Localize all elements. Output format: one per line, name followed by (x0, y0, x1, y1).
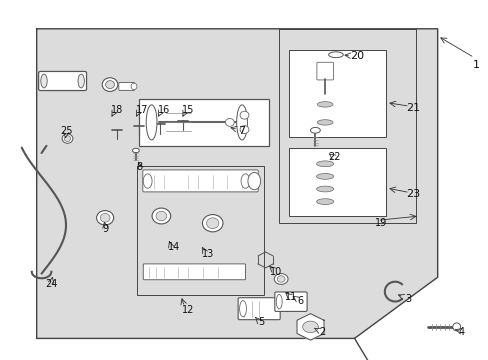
Ellipse shape (102, 78, 118, 91)
Ellipse shape (316, 161, 333, 167)
Text: 22: 22 (328, 152, 341, 162)
Ellipse shape (152, 208, 170, 224)
Text: 10: 10 (269, 267, 282, 277)
Ellipse shape (452, 323, 460, 331)
Text: 3: 3 (405, 294, 410, 304)
Ellipse shape (247, 172, 260, 190)
Bar (139, 99, 268, 146)
Ellipse shape (64, 136, 71, 141)
Ellipse shape (132, 148, 139, 153)
Ellipse shape (240, 111, 248, 119)
Ellipse shape (146, 105, 157, 140)
Text: 9: 9 (102, 224, 108, 234)
Ellipse shape (240, 126, 248, 134)
Ellipse shape (239, 301, 246, 317)
Text: 14: 14 (167, 242, 180, 252)
FancyBboxPatch shape (142, 170, 258, 192)
Ellipse shape (277, 276, 285, 282)
Text: 7: 7 (238, 126, 245, 136)
Text: 16: 16 (157, 105, 170, 115)
Ellipse shape (206, 218, 219, 229)
Text: 21: 21 (406, 103, 419, 113)
Ellipse shape (317, 120, 332, 125)
FancyBboxPatch shape (39, 71, 86, 90)
Text: 19: 19 (374, 218, 387, 228)
Ellipse shape (241, 174, 249, 188)
Ellipse shape (310, 127, 320, 133)
Ellipse shape (236, 105, 247, 140)
Polygon shape (37, 29, 437, 338)
Text: 12: 12 (182, 305, 194, 315)
Text: 11: 11 (284, 292, 297, 302)
Bar (288, 148, 386, 216)
Ellipse shape (78, 74, 84, 88)
FancyBboxPatch shape (316, 62, 333, 80)
Ellipse shape (100, 213, 110, 222)
Ellipse shape (274, 274, 287, 284)
Text: 24: 24 (45, 279, 58, 289)
Ellipse shape (328, 52, 343, 58)
Text: 23: 23 (406, 189, 419, 199)
Bar (137, 166, 264, 295)
Text: 17: 17 (135, 105, 148, 115)
Ellipse shape (225, 118, 234, 126)
Text: 6: 6 (297, 296, 303, 306)
Ellipse shape (143, 174, 152, 188)
Ellipse shape (316, 199, 333, 204)
FancyBboxPatch shape (119, 82, 134, 90)
Text: 25: 25 (60, 126, 72, 136)
Text: 15: 15 (182, 105, 194, 115)
Polygon shape (296, 314, 324, 340)
Ellipse shape (131, 83, 137, 90)
Ellipse shape (105, 81, 114, 89)
Text: 8: 8 (136, 162, 142, 172)
Ellipse shape (276, 294, 282, 309)
Text: 18: 18 (111, 105, 123, 115)
Ellipse shape (96, 211, 113, 225)
Bar (288, 50, 386, 137)
Text: 1: 1 (472, 60, 479, 70)
Ellipse shape (156, 211, 166, 221)
Ellipse shape (317, 102, 332, 107)
Text: 5: 5 (258, 317, 264, 327)
Text: 20: 20 (349, 51, 363, 61)
Text: 13: 13 (201, 249, 214, 259)
Ellipse shape (202, 215, 223, 232)
Text: 4: 4 (458, 327, 464, 337)
Text: 2: 2 (319, 327, 325, 337)
FancyBboxPatch shape (274, 292, 306, 311)
Circle shape (302, 321, 318, 333)
Ellipse shape (316, 186, 333, 192)
Ellipse shape (316, 174, 333, 179)
Bar (278, 29, 415, 223)
Ellipse shape (62, 134, 73, 143)
FancyBboxPatch shape (143, 264, 245, 280)
FancyBboxPatch shape (238, 298, 280, 320)
Ellipse shape (41, 74, 47, 88)
